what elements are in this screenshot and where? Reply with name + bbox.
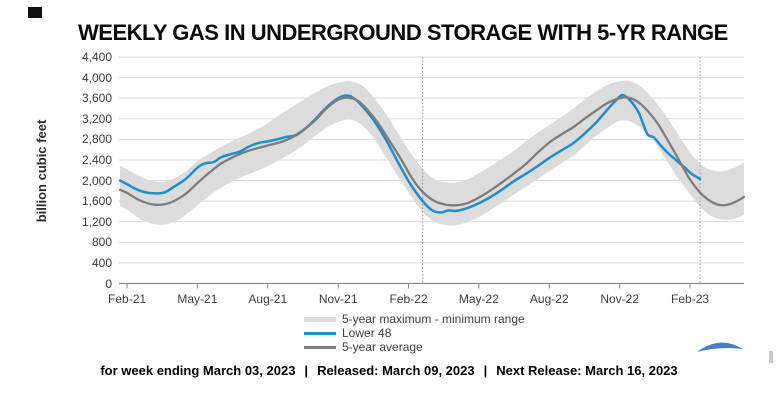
y-axis-tick-label: 4,400 <box>81 50 112 64</box>
y-axis-tick-label: 1,600 <box>81 194 112 209</box>
eia-logo-arc <box>697 342 743 352</box>
legend-item-average: 5-year average <box>304 340 525 354</box>
legend-label: Lower 48 <box>342 326 392 340</box>
next-release-text: Next Release: March 16, 2023 <box>496 363 678 378</box>
released-text: Released: March 09, 2023 <box>317 363 475 378</box>
y-axis-tick-label: 2,400 <box>81 152 112 167</box>
legend-label: 5-year average <box>342 340 423 354</box>
average-line-swatch <box>304 345 336 349</box>
separator: | <box>483 363 488 378</box>
footer-note: for week ending March 03, 2023 | Released:… <box>0 363 778 378</box>
separator: | <box>304 363 309 378</box>
y-axis-tick-label: 0 <box>105 276 112 291</box>
y-axis-tick-label: 2,800 <box>81 132 112 147</box>
y-axis-tick-label: 2,000 <box>81 173 112 188</box>
y-axis-tick-label: 400 <box>91 255 112 270</box>
legend-item-range: 5-year maximum - minimum range <box>304 312 525 326</box>
y-axis-tick-label: 800 <box>91 235 112 250</box>
scrollbar-fragment <box>769 351 773 363</box>
y-axis-tick-label: 1,200 <box>81 214 112 229</box>
legend-item-lower48: Lower 48 <box>304 326 525 340</box>
x-axis-tick-label: Aug-22 <box>529 291 569 306</box>
y-axis-tick-label: 4,000 <box>81 70 112 85</box>
lower48-line <box>118 93 702 214</box>
five-year-average-line <box>118 96 746 207</box>
x-axis-tick-label: May-21 <box>177 291 218 306</box>
legend-label: 5-year maximum - minimum range <box>342 312 525 326</box>
x-axis-tick-label: Feb-21 <box>108 291 147 306</box>
black-square-marker <box>28 7 42 18</box>
x-axis-tick-label: Feb-22 <box>389 291 428 306</box>
x-axis-tick-label: Feb-23 <box>671 291 710 306</box>
x-axis-tick-label: May-22 <box>458 291 499 306</box>
lower48-line-swatch <box>304 331 336 335</box>
y-axis-tick-label: 3,200 <box>81 111 112 126</box>
range-band-swatch <box>304 316 336 322</box>
x-axis-tick-label: Nov-21 <box>318 291 358 306</box>
chart-legend: 5-year maximum - minimum range Lower 48 … <box>304 312 525 354</box>
y-axis-tick-label: 3,600 <box>81 91 112 106</box>
x-axis-tick-label: Aug-21 <box>248 291 288 306</box>
chart-title: WEEKLY GAS IN UNDERGROUND STORAGE WITH 5… <box>78 20 728 45</box>
x-axis-tick-label: Nov-22 <box>600 291 639 306</box>
week-ending-text: for week ending March 03, 2023 <box>100 363 296 378</box>
five-year-range-band <box>120 80 744 226</box>
